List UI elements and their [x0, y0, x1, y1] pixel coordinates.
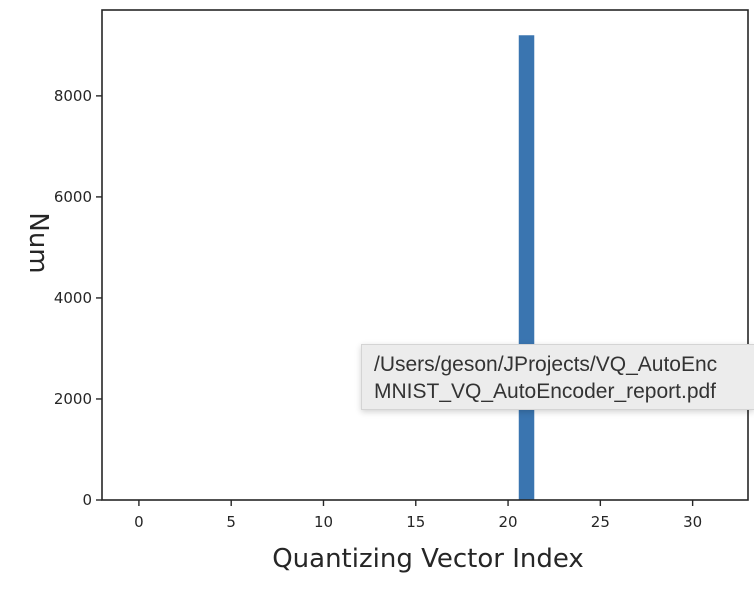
plot-frame: [101, 9, 749, 501]
tooltip-line-filename: MNIST_VQ_AutoEncoder_report.pdf: [374, 380, 717, 403]
x-tick-label: 5: [226, 513, 236, 531]
y-tick-label: 6000: [54, 188, 92, 206]
x-tick-label: 20: [499, 513, 518, 531]
x-tick-label: 15: [406, 513, 425, 531]
y-axis-ticks: 0 2000 4000 6000 8000: [54, 87, 102, 509]
y-tick-label: 4000: [54, 289, 92, 307]
y-tick-label: 0: [82, 491, 92, 509]
y-axis-title: Num: [23, 212, 53, 273]
x-tick-label: 10: [314, 513, 333, 531]
bar-21: [518, 35, 535, 501]
x-tick-label: 0: [134, 513, 144, 531]
x-axis-ticks: 0 5 10 15 20 25 30: [134, 500, 702, 531]
y-tick-label: 8000: [54, 87, 92, 105]
file-path-tooltip: /Users/geson/JProjects/VQ_AutoEnc MNIST_…: [361, 344, 754, 410]
y-tick-label: 2000: [54, 390, 92, 408]
bars-group: [518, 35, 535, 501]
x-tick-label: 25: [591, 513, 610, 531]
tooltip-line-path: /Users/geson/JProjects/VQ_AutoEnc: [374, 353, 718, 376]
x-axis-title: Quantizing Vector Index: [272, 544, 584, 574]
x-tick-label: 30: [683, 513, 702, 531]
